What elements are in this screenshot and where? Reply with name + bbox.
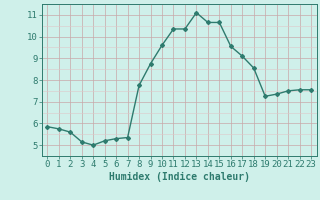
X-axis label: Humidex (Indice chaleur): Humidex (Indice chaleur) [109, 172, 250, 182]
